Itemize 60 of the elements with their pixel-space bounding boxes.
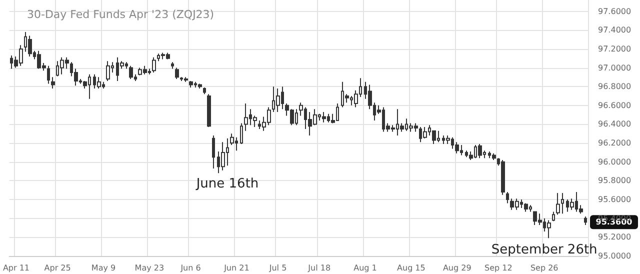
candlestick (189, 80, 193, 88)
y-tick-label: 97.4000 (598, 26, 632, 35)
candlestick (106, 60, 110, 82)
candlestick (212, 135, 215, 169)
candlestick (446, 135, 450, 144)
y-tick-label: 95.6000 (598, 195, 632, 204)
y-tick-label: 96.2000 (598, 138, 632, 148)
candlestick (198, 83, 202, 89)
candlestick (51, 76, 55, 89)
candlestick (28, 35, 32, 57)
candlestick (203, 87, 206, 95)
text: 30-Day Fed Funds Apr '23 (ZQJ23) (27, 8, 214, 21)
x-tick-label: Jun 21 (223, 264, 250, 272)
candlestick (171, 62, 174, 70)
y-tick-label: 96.8000 (598, 82, 632, 92)
y-tick-label: 96.6000 (598, 100, 632, 110)
x-tick-label: Aug 29 (442, 264, 472, 272)
x-tick-label: Aug 15 (397, 264, 426, 272)
y-tick-label: 95.0000 (598, 252, 632, 260)
x-tick-label: Jul 18 (307, 264, 331, 272)
y-tick-label: 97.0000 (598, 63, 632, 72)
candlestick (506, 192, 509, 204)
candlestick (478, 144, 482, 159)
candlestick (552, 211, 555, 222)
x-tick-label: Sep 12 (484, 264, 512, 272)
x-tick-label: Sep 26 (530, 264, 558, 272)
candlestick (556, 192, 560, 216)
annotation: September 26th (491, 242, 598, 258)
y-tick-label: 97.2000 (598, 44, 632, 54)
y-tick-label: 96.0000 (598, 157, 632, 166)
candlestick (129, 65, 133, 80)
candlestick (524, 202, 528, 212)
candlestick (207, 94, 211, 128)
x-tick-label: Apr 11 (2, 264, 30, 272)
candlestick (455, 142, 459, 154)
candlestick (501, 160, 505, 196)
x-tick-label: Aug 1 (354, 264, 377, 272)
candlestick (584, 216, 587, 226)
y-tick-label: 97.6000 (598, 6, 632, 16)
candlestick (175, 67, 179, 80)
y-tick-label: 95.2000 (598, 232, 632, 242)
annotation: June 16th (195, 176, 259, 192)
candlestick (184, 76, 188, 82)
x-tick-label: Jul 5 (268, 264, 287, 272)
candlestick (240, 122, 243, 144)
candlestick (547, 220, 551, 239)
x-tick-label: Apr 25 (44, 264, 71, 272)
candlestick (97, 76, 101, 89)
candlestick (423, 126, 427, 139)
candlestick (276, 88, 280, 112)
candlestick (492, 152, 496, 160)
candlestick (221, 142, 225, 171)
x-tick-label: May 9 (91, 264, 116, 272)
candlestick (244, 103, 248, 132)
x-tick-label: May 23 (134, 264, 164, 272)
candlestick (322, 112, 326, 123)
candlestick (152, 56, 156, 73)
x-tick-label: Jun 6 (180, 264, 201, 272)
y-tick-label: 95.8000 (598, 176, 632, 186)
y-tick-label: 96.4000 (598, 120, 632, 129)
